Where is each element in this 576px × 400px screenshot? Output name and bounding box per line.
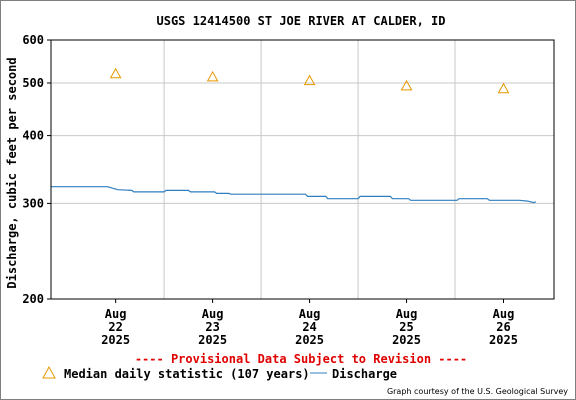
x-axis: Aug222025Aug232025Aug242025Aug252025Aug2… [101, 299, 518, 347]
median-statistic-point [109, 67, 122, 79]
median-statistic-point [497, 82, 510, 94]
median-statistic-point [303, 74, 316, 86]
x-tick-label: 2025 [489, 333, 518, 347]
provisional-notice: ---- Provisional Data Subject to Revisio… [135, 352, 467, 366]
y-tick-label: 500 [22, 76, 44, 90]
x-tick-label: 26 [496, 320, 510, 334]
legend: Median daily statistic (107 years) Disch… [42, 365, 397, 381]
x-tick-label: 2025 [198, 333, 227, 347]
median-statistic-point [400, 79, 413, 91]
plot-area-border [50, 39, 555, 300]
y-axis: 200 300 400 500 600 [22, 33, 51, 306]
legend-median-triangle [42, 365, 56, 379]
x-tick-label: Aug [396, 307, 418, 321]
legend-discharge-label: Discharge [332, 367, 397, 381]
x-tick-label: Aug [493, 307, 515, 321]
median-statistic-point [206, 70, 219, 82]
discharge-series-line [51, 186, 537, 204]
credit-text: Graph courtesy of the U.S. Geological Su… [387, 387, 568, 396]
y-axis-title: Discharge, cubic feet per second [5, 57, 19, 288]
y-tick-label: 400 [22, 129, 44, 143]
series-layer [51, 67, 537, 204]
x-tick-label: 2025 [392, 333, 421, 347]
x-tick-label: Aug [202, 307, 224, 321]
y-tick-label: 600 [22, 33, 44, 47]
x-tick-label: 23 [205, 320, 219, 334]
chart-title: USGS 12414500 ST JOE RIVER AT CALDER, ID [157, 14, 446, 28]
y-tick-label: 300 [22, 196, 44, 210]
gridlines [51, 40, 554, 299]
x-tick-label: 25 [399, 320, 413, 334]
x-tick-label: Aug [299, 307, 321, 321]
legend-median-label: Median daily statistic (107 years) [64, 367, 310, 381]
x-tick-label: Aug [105, 307, 127, 321]
y-tick-label: 200 [22, 292, 44, 306]
x-tick-label: 2025 [101, 333, 130, 347]
x-tick-label: 24 [302, 320, 316, 334]
x-tick-label: 22 [108, 320, 122, 334]
x-tick-label: 2025 [295, 333, 324, 347]
